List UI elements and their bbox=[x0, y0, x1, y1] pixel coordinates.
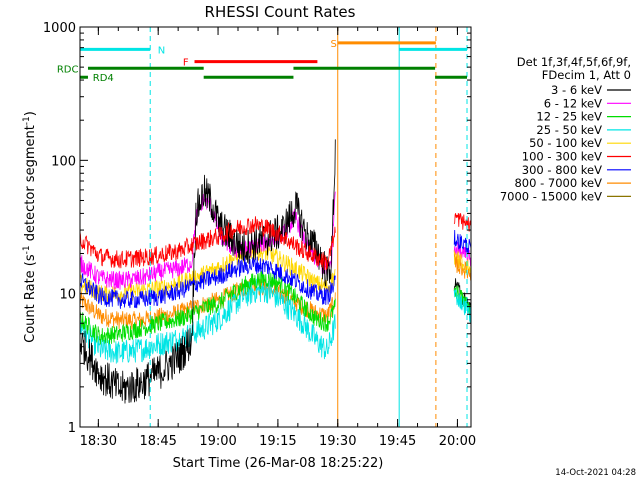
y-tick-label: 1 bbox=[68, 421, 76, 436]
late-series-25-50-kev bbox=[453, 289, 471, 324]
late-series-100-300-kev bbox=[453, 212, 471, 232]
y-axis-label: Count Rate (s-1 detector segment-1) bbox=[22, 111, 38, 343]
legend-header-line1: Det 1f,3f,4f,5f,6f,9f, bbox=[517, 55, 631, 69]
late-series-800-7000-kev bbox=[453, 254, 471, 281]
vertical-marker-layer bbox=[79, 27, 468, 427]
legend-entry-7000-15000-kev: 7000 - 15000 keV bbox=[500, 189, 602, 203]
legend-entry-800-7000-kev: 800 - 7000 keV bbox=[514, 176, 602, 190]
x-axis-label: Start Time (26-Mar-08 18:25:22) bbox=[173, 456, 384, 471]
late-series-300-800-kev bbox=[453, 229, 471, 255]
axis-layer: 18:30 18:45 19:00 19:15 19:30 19:45 20:00 1 10 10… bbox=[43, 21, 476, 449]
legend-entry-6-12-kev: 6 - 12 keV bbox=[544, 96, 602, 110]
x-tick-label: 19:15 bbox=[259, 434, 296, 449]
plot-frame bbox=[79, 26, 472, 428]
legend-header-line2: FDecim 1, Att 0 bbox=[542, 68, 631, 82]
legend-entry-300-800-kev: 300 - 800 keV bbox=[522, 163, 602, 177]
late-series-layer bbox=[453, 212, 471, 324]
series-25-50-kev bbox=[80, 278, 336, 364]
late-series-12-25-kev bbox=[453, 285, 471, 318]
x-tick-label: 18:45 bbox=[139, 434, 176, 449]
series-100-300-kev bbox=[80, 216, 336, 271]
legend-entry-3-6-kev: 3 - 6 keV bbox=[551, 83, 602, 97]
legend-entry-50-100-kev: 50 - 100 keV bbox=[529, 136, 602, 150]
late-series-6-12-kev bbox=[453, 241, 471, 267]
x-tick-label: 19:45 bbox=[379, 434, 416, 449]
legend-entry-100-300-kev: 100 - 300 keV bbox=[522, 150, 602, 164]
flag-label-f: F bbox=[183, 58, 189, 69]
x-tick-label: 18:30 bbox=[80, 434, 117, 449]
x-tick-label: 19:30 bbox=[319, 434, 356, 449]
y-tick-label: 1000 bbox=[43, 21, 76, 36]
y-tick-label: 100 bbox=[51, 154, 76, 169]
series-300-800-kev bbox=[80, 256, 336, 309]
chart-title: RHESSI Count Rates bbox=[205, 3, 356, 21]
flag-label-s: S bbox=[331, 39, 337, 50]
flag-label-rdc: RDC bbox=[57, 64, 79, 75]
series-3-6-kev bbox=[80, 139, 336, 404]
series-12-25-kev bbox=[80, 270, 336, 345]
timestamp: 14-Oct-2021 04:28 bbox=[555, 468, 636, 478]
legend-entry-12-25-kev: 12 - 25 keV bbox=[536, 110, 602, 124]
flag-label-n: N bbox=[158, 45, 165, 56]
flag-bar-layer: N S F RDC RD4 bbox=[57, 39, 468, 84]
legend-entry-25-50-kev: 25 - 50 keV bbox=[536, 123, 602, 137]
flag-label-rd4: RD4 bbox=[93, 73, 114, 84]
series-layer bbox=[80, 139, 336, 404]
x-tick-label: 19:00 bbox=[199, 434, 236, 449]
x-tick-label: 20:00 bbox=[439, 434, 476, 449]
y-tick-label: 10 bbox=[59, 288, 76, 303]
